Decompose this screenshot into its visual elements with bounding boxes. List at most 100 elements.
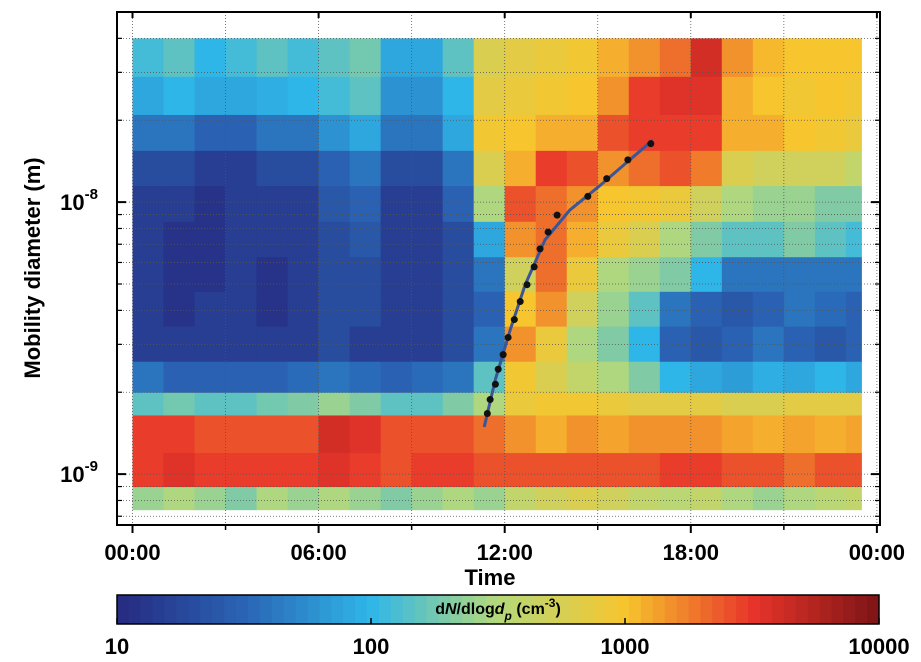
- heatmap-cell: [287, 414, 320, 454]
- heatmap: [132, 38, 862, 511]
- heatmap-cell: [163, 392, 196, 416]
- y-tick-label: 10-8: [60, 186, 98, 215]
- heatmap-cell: [473, 185, 506, 222]
- heatmap-cell: [380, 291, 413, 327]
- heatmap-cell: [349, 291, 382, 327]
- heatmap-cell: [814, 150, 847, 187]
- heatmap-cell: [721, 414, 754, 454]
- heatmap-cell: [380, 392, 413, 416]
- heatmap-cell: [814, 221, 847, 258]
- heatmap-cell: [845, 452, 862, 488]
- heatmap-cell: [194, 326, 227, 362]
- heatmap-cell: [783, 150, 816, 187]
- heatmap-cell: [194, 221, 227, 258]
- heatmap-cell: [380, 150, 413, 187]
- heatmap-cell: [628, 452, 661, 488]
- colorbar-segment: [319, 595, 332, 624]
- x-tick-label: 00:00: [849, 540, 905, 565]
- heatmap-cell: [473, 486, 506, 511]
- growth-point: [483, 410, 491, 418]
- heatmap-cell: [349, 452, 382, 488]
- colorbar-segment: [247, 595, 261, 624]
- heatmap-cell: [597, 256, 630, 292]
- heatmap-cell: [380, 414, 413, 454]
- growth-point: [544, 228, 552, 236]
- heatmap-cell: [721, 291, 754, 327]
- x-tick-label: 00:00: [104, 540, 160, 565]
- heatmap-cell: [690, 76, 723, 115]
- heatmap-cell: [721, 76, 754, 115]
- heatmap-cell: [628, 256, 661, 292]
- heatmap-cell: [380, 221, 413, 258]
- heatmap-cell: [659, 326, 692, 362]
- heatmap-cell: [132, 221, 165, 258]
- colorbar-segment: [176, 595, 189, 624]
- heatmap-cell: [690, 221, 723, 258]
- heatmap-cell: [597, 38, 630, 77]
- heatmap-cell: [318, 114, 351, 151]
- heatmap-cell: [783, 291, 816, 327]
- tick-exponent: -8: [85, 186, 98, 203]
- heatmap-cell: [845, 76, 862, 115]
- heatmap-cell: [163, 291, 196, 327]
- colorbar-segment: [378, 595, 392, 624]
- heatmap-cell: [318, 76, 351, 115]
- heatmap-cell: [442, 291, 475, 327]
- heatmap-cell: [287, 150, 320, 187]
- heatmap-cell: [814, 361, 847, 393]
- heatmap-cell: [721, 256, 754, 292]
- colorbar-segment: [140, 595, 154, 624]
- heatmap-cell: [318, 291, 351, 327]
- heatmap-cell: [597, 392, 630, 416]
- heatmap-cell: [628, 414, 661, 454]
- heatmap-cell: [659, 76, 692, 115]
- x-tick-label: 12:00: [477, 540, 533, 565]
- colorbar-segment: [652, 595, 666, 624]
- heatmap-cell: [287, 38, 320, 77]
- colorbar-tick-label: 10: [105, 634, 129, 659]
- heatmap-cell: [225, 150, 258, 187]
- heatmap-cell: [442, 256, 475, 292]
- heatmap-cell: [659, 221, 692, 258]
- growth-point: [504, 333, 512, 341]
- heatmap-cell: [256, 326, 289, 362]
- heatmap-cell: [690, 392, 723, 416]
- heatmap-cell: [411, 38, 444, 77]
- heatmap-cell: [442, 326, 475, 362]
- heatmap-cell: [132, 326, 165, 362]
- heatmap-cell: [783, 361, 816, 393]
- heatmap-cell: [194, 38, 227, 77]
- heatmap-cell: [287, 392, 320, 416]
- growth-point: [499, 351, 507, 359]
- heatmap-cell: [225, 361, 258, 393]
- heatmap-cell: [349, 185, 382, 222]
- heatmap-cell: [194, 486, 227, 511]
- y-tick-label: 10-9: [60, 458, 98, 487]
- heatmap-cell: [752, 361, 785, 393]
- heatmap-cell: [411, 185, 444, 222]
- colorbar-segment: [188, 595, 201, 624]
- heatmap-cell: [535, 185, 568, 222]
- heatmap-cell: [256, 256, 289, 292]
- heatmap-cell: [721, 221, 754, 258]
- heatmap-cell: [380, 486, 413, 511]
- heatmap-cell: [845, 486, 862, 511]
- colorbar-segment: [200, 595, 213, 624]
- heatmap-cell: [783, 185, 816, 222]
- heatmap-cell: [225, 221, 258, 258]
- heatmap-cell: [814, 326, 847, 362]
- colorbar-segment: [390, 595, 404, 624]
- heatmap-cell: [597, 185, 630, 222]
- colorbar-segment: [545, 595, 558, 624]
- heatmap-cell: [225, 256, 258, 292]
- heatmap-cell: [535, 452, 568, 488]
- heatmap-cell: [256, 414, 289, 454]
- colorbar-segment: [736, 595, 749, 624]
- heatmap-cell: [752, 486, 785, 511]
- heatmap-cell: [752, 256, 785, 292]
- heatmap-cell: [287, 76, 320, 115]
- heatmap-cell: [814, 392, 847, 416]
- heatmap-cell: [256, 76, 289, 115]
- colorbar-segment: [128, 595, 142, 624]
- growth: [482, 138, 655, 428]
